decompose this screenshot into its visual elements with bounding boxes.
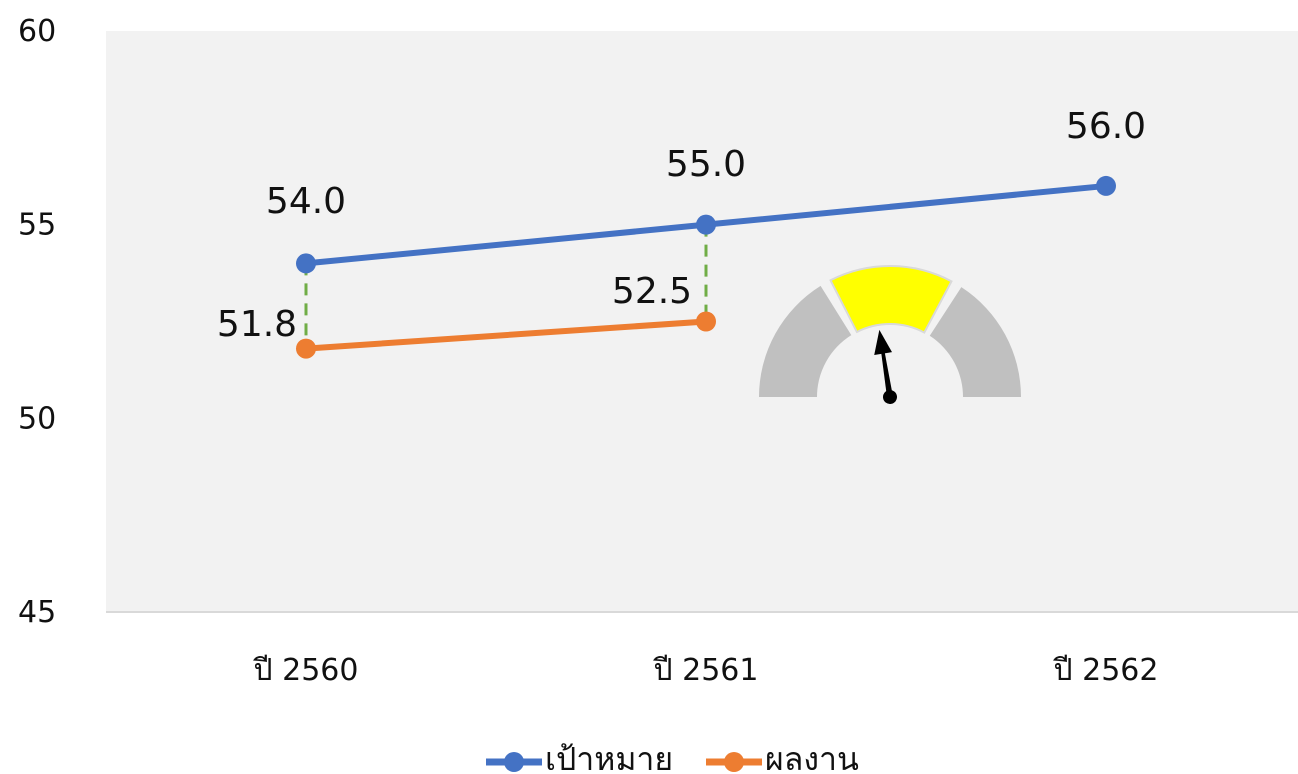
x-tick-label: ปี 2561 <box>653 653 759 688</box>
legend-item-target: เป้าหมาย <box>486 740 673 774</box>
legend-marker-target <box>504 752 524 772</box>
legend-label-result: ผลงาน <box>765 740 859 774</box>
legend-label-target: เป้าหมาย <box>545 740 673 774</box>
y-tick-label: 60 <box>18 14 56 49</box>
legend-marker-result <box>724 752 744 772</box>
data-point <box>696 215 716 235</box>
data-point <box>296 339 316 359</box>
data-label: 54.0 <box>266 181 346 222</box>
data-label: 51.8 <box>217 304 297 345</box>
data-label: 52.5 <box>612 271 692 312</box>
x-tick-label: ปี 2560 <box>253 653 359 688</box>
data-point <box>1096 176 1116 196</box>
legend-item-result: ผลงาน <box>706 740 859 774</box>
x-tick-label: ปี 2562 <box>1053 653 1159 688</box>
data-label: 55.0 <box>666 144 746 185</box>
data-point <box>696 312 716 332</box>
data-point <box>296 253 316 273</box>
y-tick-label: 45 <box>18 595 56 630</box>
y-tick-label: 50 <box>18 401 56 436</box>
data-label: 56.0 <box>1066 106 1146 147</box>
legend: เป้าหมาย ผลงาน <box>486 740 859 774</box>
y-tick-label: 55 <box>18 208 56 243</box>
